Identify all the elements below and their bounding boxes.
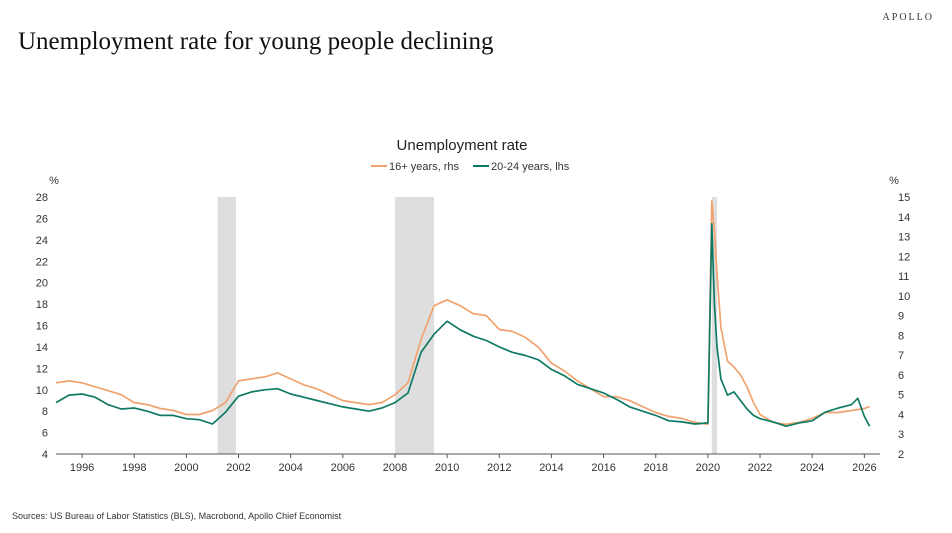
x-tick-label: 2018 <box>644 462 668 474</box>
left-tick-label: 12 <box>36 363 48 375</box>
left-tick-label: 20 <box>36 278 48 290</box>
right-tick-label: 7 <box>898 350 904 362</box>
right-tick-label: 9 <box>898 311 904 323</box>
x-tick-label: 2004 <box>278 462 302 474</box>
right-tick-label: 15 <box>898 192 910 204</box>
right-tick-label: 2 <box>898 449 904 461</box>
x-tick-label: 2016 <box>591 462 615 474</box>
series-line-1 <box>55 222 871 428</box>
left-tick-label: 22 <box>36 256 48 268</box>
x-tick-label: 2014 <box>539 462 563 474</box>
right-axis-ticks: 2 3 4 5 6 7 8 9 10 11 12 13 14 15 <box>898 192 910 461</box>
left-tick-label: 8 <box>42 406 48 418</box>
legend-label-20-24: 20-24 years, lhs <box>491 161 570 173</box>
x-tick-label: 2006 <box>331 462 355 474</box>
x-tick-label: 2002 <box>226 462 250 474</box>
chart-title: Unemployment rate <box>397 137 528 154</box>
x-tick-label: 1998 <box>122 462 146 474</box>
brand-logo: APOLLO <box>882 12 934 23</box>
right-tick-label: 13 <box>898 232 910 244</box>
right-tick-label: 3 <box>898 429 904 441</box>
x-axis-ticks: 1996 1998 2000 2002 2004 2006 2008 2010 2012 2014… <box>70 454 877 474</box>
right-tick-label: 8 <box>898 330 904 342</box>
left-tick-label: 24 <box>36 235 48 247</box>
source-note: Sources: US Bureau of Labor Statistics (… <box>12 511 342 521</box>
left-tick-label: 6 <box>42 428 48 440</box>
left-tick-label: 16 <box>36 321 48 333</box>
recession-bands <box>217 197 718 454</box>
right-tick-label: 10 <box>898 291 910 303</box>
x-tick-label: 2012 <box>487 462 511 474</box>
series-lines <box>55 200 871 428</box>
series-line-0 <box>55 200 870 426</box>
right-tick-label: 11 <box>898 271 909 283</box>
left-tick-label: 14 <box>36 342 48 354</box>
recession-band-0 <box>217 197 236 454</box>
left-axis-ticks: 4 6 8 10 12 14 16 18 20 22 24 26 28 <box>36 192 48 461</box>
page-title: Unemployment rate for young people decli… <box>18 28 494 55</box>
x-tick-label: 2024 <box>800 462 824 474</box>
right-tick-label: 6 <box>898 370 904 382</box>
right-tick-label: 14 <box>898 212 910 224</box>
left-tick-label: 28 <box>36 192 48 204</box>
left-tick-label: 10 <box>36 385 48 397</box>
x-tick-label: 2026 <box>852 462 876 474</box>
right-axis-unit: % <box>889 175 899 187</box>
left-tick-label: 18 <box>36 299 48 311</box>
right-tick-label: 12 <box>898 251 910 263</box>
right-tick-label: 5 <box>898 390 904 402</box>
left-tick-label: 4 <box>42 449 48 461</box>
x-tick-label: 2000 <box>174 462 198 474</box>
x-tick-label: 2008 <box>383 462 407 474</box>
x-tick-label: 2020 <box>696 462 720 474</box>
right-tick-label: 4 <box>898 409 904 421</box>
x-tick-label: 2022 <box>748 462 772 474</box>
x-tick-label: 2010 <box>435 462 459 474</box>
legend: 16+ years, rhs 20-24 years, lhs <box>371 161 570 173</box>
x-tick-label: 1996 <box>70 462 94 474</box>
recession-band-2 <box>711 197 718 454</box>
legend-label-16plus: 16+ years, rhs <box>389 161 460 173</box>
left-axis-unit: % <box>49 175 59 187</box>
left-tick-label: 26 <box>36 213 48 225</box>
recession-band-1 <box>394 197 435 454</box>
